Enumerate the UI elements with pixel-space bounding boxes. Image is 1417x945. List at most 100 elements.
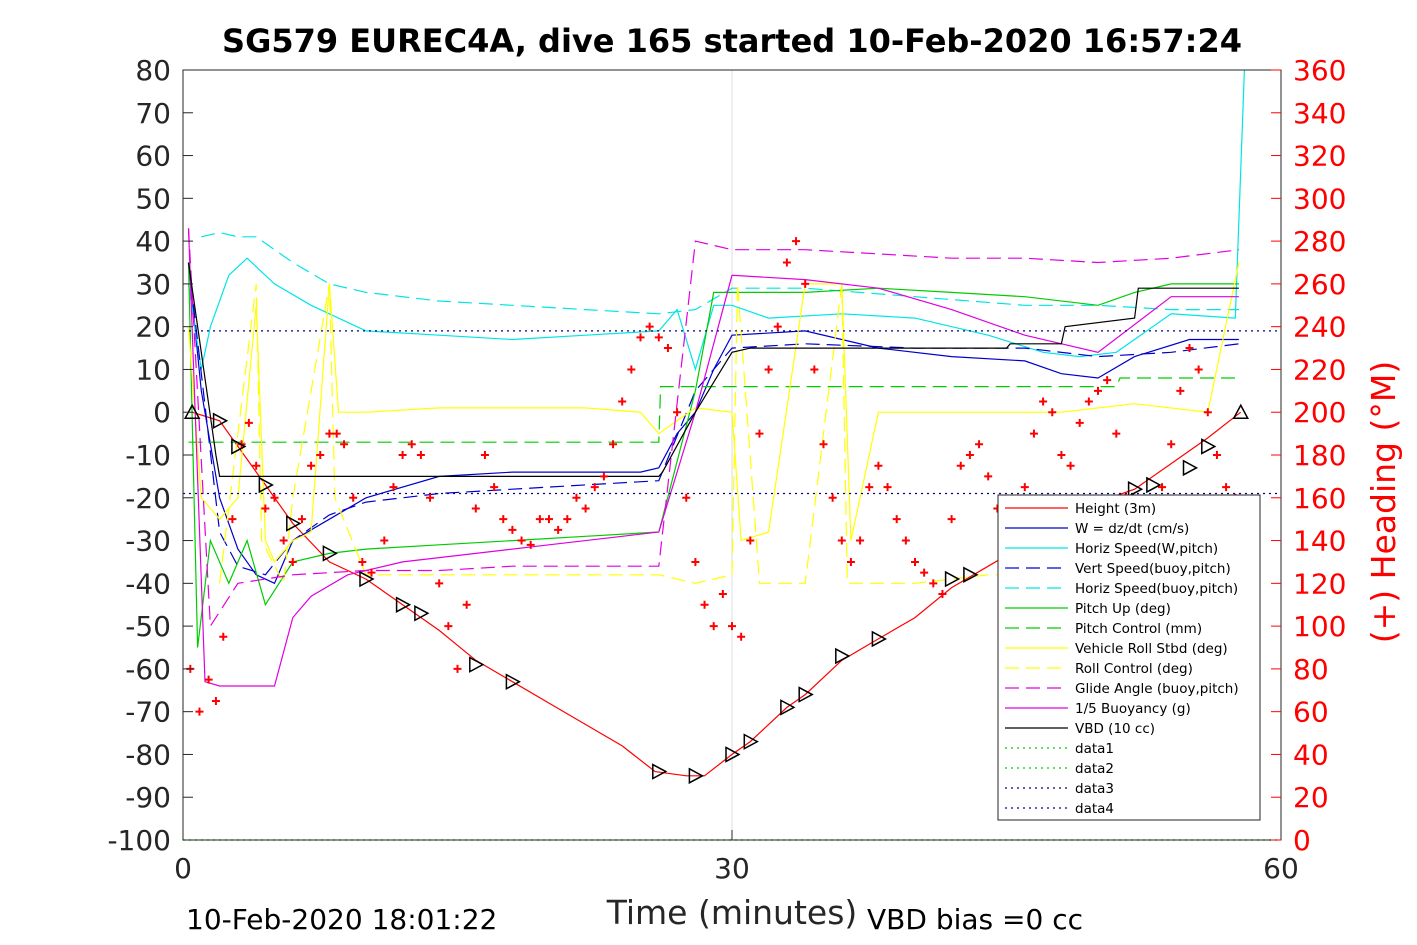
y-tick-label: 50: [135, 182, 171, 215]
heading-point: [526, 540, 535, 549]
heading-point: [288, 557, 297, 566]
heading-point: [462, 600, 471, 609]
y-tick-label: 30: [135, 268, 171, 301]
y-tick-label: -40: [125, 567, 171, 600]
heading-point: [1057, 451, 1066, 459]
series-vbd-10-cc: [187, 262, 1239, 477]
heading-point: [1185, 344, 1194, 353]
heading-point: [618, 397, 627, 406]
heading-point: [673, 408, 682, 417]
depth-marker: [231, 438, 247, 455]
heading-point: [755, 429, 764, 438]
chart-title: SG579 EUREC4A, dive 165 started 10-Feb-2…: [222, 22, 1242, 60]
legend-label: 1/5 Buoyancy (g): [1075, 701, 1191, 717]
heading-point: [892, 515, 901, 524]
heading-point: [1158, 483, 1167, 492]
legend-label: Roll Control (deg): [1075, 661, 1193, 677]
depth-marker: [1127, 480, 1144, 498]
heading-point: [709, 622, 718, 631]
heading-point: [211, 696, 220, 705]
y-tick-label: -50: [125, 610, 171, 643]
series-pitch-up-deg: [187, 262, 1239, 648]
y2-tick-label: 220: [1293, 353, 1346, 386]
y2-tick-label: 260: [1293, 268, 1346, 301]
heading-point: [846, 557, 855, 566]
heading-point: [984, 472, 993, 481]
heading-point: [435, 579, 444, 588]
legend-label: Pitch Up (deg): [1075, 601, 1171, 617]
heading-point: [1084, 397, 1093, 406]
legend-label: Glide Angle (buoy,pitch): [1075, 681, 1239, 697]
series-layer: [183, 69, 1281, 841]
depth-marker: [414, 605, 430, 622]
heading-point: [874, 461, 883, 470]
heading-point: [252, 461, 261, 470]
heading-point: [883, 483, 892, 492]
heading-point: [407, 440, 416, 449]
heading-point: [535, 515, 544, 524]
heading-point: [828, 493, 837, 502]
x-ticks: 0 30 60: [174, 830, 1299, 885]
heading-point: [1094, 386, 1102, 395]
depth-marker: [688, 767, 704, 785]
heading-point: [499, 515, 508, 524]
y2-axis-label: (+) Heading (°M): [1364, 361, 1403, 643]
heading-point: [837, 536, 846, 545]
footer-timestamp: 10-Feb-2020 18:01:22: [186, 903, 497, 936]
depth-marker: [871, 630, 887, 648]
heading-point: [801, 279, 810, 288]
heading-point: [773, 322, 782, 331]
heading-point: [609, 440, 618, 449]
y2-tick-label: 320: [1293, 140, 1346, 173]
heading-point: [782, 258, 791, 267]
y2-tick-label: 140: [1293, 525, 1346, 558]
heading-point: [901, 536, 910, 545]
heading-point: [1066, 461, 1075, 470]
legend-label: Pitch Control (mm): [1075, 621, 1202, 637]
depth-marker: [469, 656, 485, 673]
heading-point: [1103, 376, 1112, 385]
heading-point: [663, 344, 672, 353]
heading-point: [819, 440, 828, 449]
y-tick-label: 20: [135, 311, 171, 344]
legend-label: data1: [1075, 741, 1114, 757]
heading-point: [636, 333, 645, 342]
heading-point: [563, 515, 572, 524]
heading-point: [444, 622, 453, 631]
depth-marker: [835, 647, 851, 665]
y2-tick-label: 180: [1293, 439, 1346, 472]
y2-tick-label: 40: [1293, 738, 1329, 771]
heading-point: [682, 493, 691, 502]
heading-point: [590, 483, 599, 492]
y-tick-label: 0: [153, 396, 171, 429]
heading-point: [938, 590, 947, 599]
x-tick-label: 30: [714, 852, 750, 885]
legend-label: data2: [1075, 761, 1114, 777]
depth-marker: [652, 763, 668, 780]
legend-box: [997, 494, 1261, 821]
legend-label: Horiz Speed(W,pitch): [1075, 541, 1218, 557]
y-ticks: 80 70 60 50 40 30 20 10 0 -10 -20 -30 -40 -50 -60 -70 -8…: [107, 54, 193, 857]
heading-point: [219, 632, 228, 641]
heading-point: [453, 664, 462, 673]
depth-marker: [1182, 459, 1199, 477]
heading-point: [279, 536, 288, 545]
heading-point: [316, 451, 325, 459]
series-vehicle-roll-stbd-deg: [187, 262, 1240, 564]
heading-point: [792, 237, 801, 246]
legend-label: Vert Speed(buoy,pitch): [1075, 561, 1231, 577]
heading-point: [332, 429, 341, 438]
y-tick-label: 40: [135, 225, 171, 258]
heading-point: [691, 557, 700, 566]
depth-marker: [359, 570, 375, 588]
depth-marker: [395, 596, 412, 613]
heading-point: [307, 461, 316, 470]
y2-tick-label: 120: [1293, 567, 1346, 600]
series-horiz-speed-buoy-pitch: [201, 231, 1239, 315]
y-tick-label: -20: [125, 482, 171, 515]
heading-point: [244, 418, 253, 427]
series-horiz-speed-w-pitch: [187, 69, 1245, 372]
y2-tick-label: 200: [1293, 396, 1346, 429]
heading-point: [270, 493, 279, 502]
x-tick-label: 0: [174, 852, 192, 885]
